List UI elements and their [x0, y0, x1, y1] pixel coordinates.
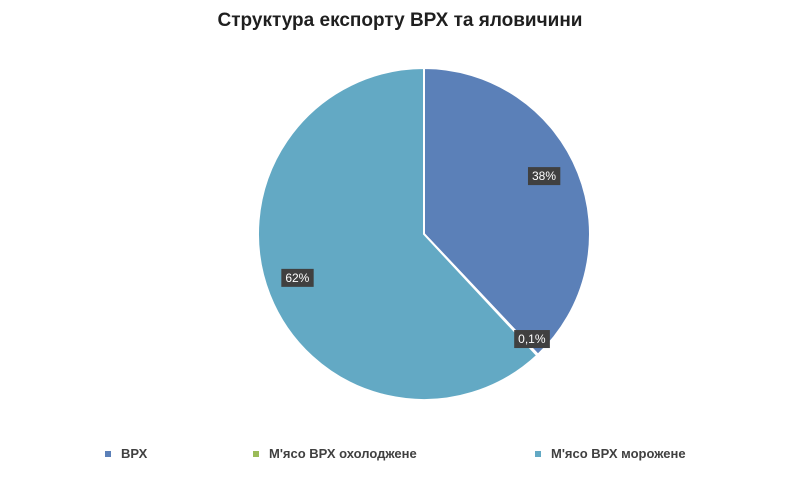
legend-item-vrh: ВРХ	[105, 446, 147, 461]
legend-label-chilled: М'ясо ВРХ охолоджене	[269, 446, 417, 461]
legend-swatch-frozen	[535, 450, 541, 457]
data-label-text-vrh: 38%	[532, 169, 556, 183]
data-label-box-frozen	[281, 268, 314, 287]
chart-title: Структура експорту ВРХ та яловичини	[217, 10, 583, 31]
data-label-chilled: 0,1%	[514, 330, 550, 349]
legend-label-frozen: М'ясо ВРХ морожене	[551, 446, 686, 461]
data-label-vrh: 38%	[527, 167, 561, 186]
legend-item-frozen: М'ясо ВРХ морожене	[535, 446, 686, 461]
data-label-frozen: 62%	[281, 268, 314, 287]
data-label-box-vrh	[527, 167, 561, 186]
data-label-text-chilled: 0,1%	[518, 332, 546, 346]
legend-swatch-vrh	[105, 450, 111, 457]
data-label-text-frozen: 62%	[285, 271, 309, 285]
pie-slice-vrh	[423, 66, 591, 357]
legend-swatch-chilled	[253, 450, 259, 457]
legend-item-chilled: М'ясо ВРХ охолоджене	[253, 446, 417, 461]
legend: ВРХ М'ясо ВРХ охолоджене М'ясо ВРХ морож…	[0, 446, 800, 466]
legend-label-vrh: ВРХ	[121, 446, 148, 461]
pie-slice-frozen	[257, 66, 539, 401]
data-label-box-chilled	[514, 330, 550, 349]
